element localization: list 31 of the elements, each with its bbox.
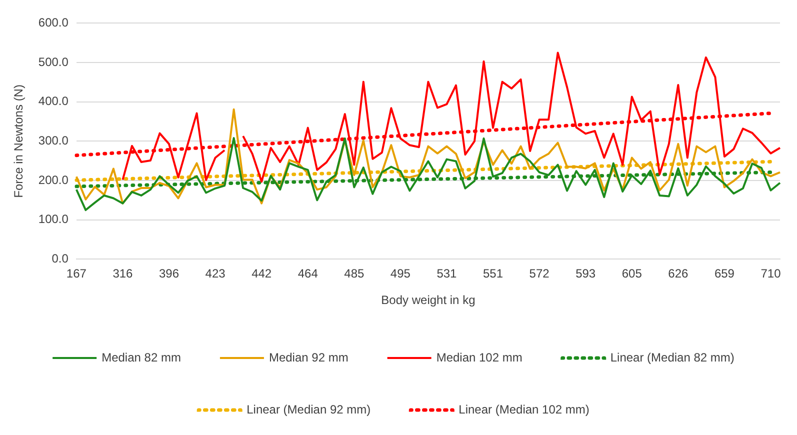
legend-label: Linear (Median 82 mm) <box>610 350 734 364</box>
y-axis-title: Force in Newtons (N) <box>12 84 26 198</box>
legend-label: Median 82 mm <box>102 350 181 364</box>
y-tick-label: 0.0 <box>52 252 69 266</box>
y-tick-label: 500.0 <box>38 54 69 69</box>
x-tick-label: 442 <box>252 266 272 281</box>
x-tick-label: 626 <box>668 266 688 281</box>
x-tick-label: 551 <box>483 266 504 281</box>
x-tick-label: 464 <box>298 266 318 281</box>
legend-label: Linear (Median 92 mm) <box>246 402 371 416</box>
x-tick-label: 316 <box>112 266 134 281</box>
x-tick-label: 605 <box>622 266 642 281</box>
x-tick-label: 531 <box>436 266 458 281</box>
legend-label: Median 92 mm <box>268 350 348 364</box>
x-tick-label: 167 <box>66 266 87 281</box>
x-tick-label: 659 <box>714 266 735 281</box>
legend-label: Median 102 mm <box>436 350 522 364</box>
x-tick-label: 572 <box>529 266 550 281</box>
x-tick-label: 396 <box>158 266 180 281</box>
x-tick-label: 423 <box>205 266 226 281</box>
y-tick-label: 300.0 <box>38 134 69 148</box>
x-axis-title: Body weight in kg <box>381 293 476 308</box>
x-tick-label: 593 <box>576 266 596 281</box>
y-tick-label: 400.0 <box>38 94 69 108</box>
y-tick-label: 200.0 <box>38 172 69 187</box>
x-tick-label: 710 <box>760 266 782 281</box>
x-tick-label: 485 <box>344 266 364 281</box>
y-tick-label: 100.0 <box>38 212 69 226</box>
y-tick-label: 600.0 <box>38 16 69 30</box>
legend-label: Linear (Median 102 mm) <box>458 402 590 416</box>
x-tick-label: 495 <box>390 266 411 281</box>
